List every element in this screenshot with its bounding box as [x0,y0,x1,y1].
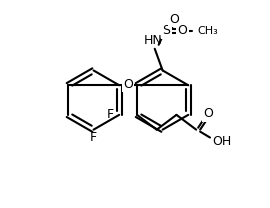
Text: F: F [90,131,97,144]
Text: O: O [177,25,187,37]
Text: CH₃: CH₃ [197,26,218,36]
Text: OH: OH [212,135,231,148]
Text: O: O [123,78,133,91]
Text: O: O [170,13,179,26]
Text: O: O [203,107,213,120]
Text: S: S [163,25,171,37]
Text: HN: HN [143,34,162,47]
Text: F: F [107,108,114,121]
